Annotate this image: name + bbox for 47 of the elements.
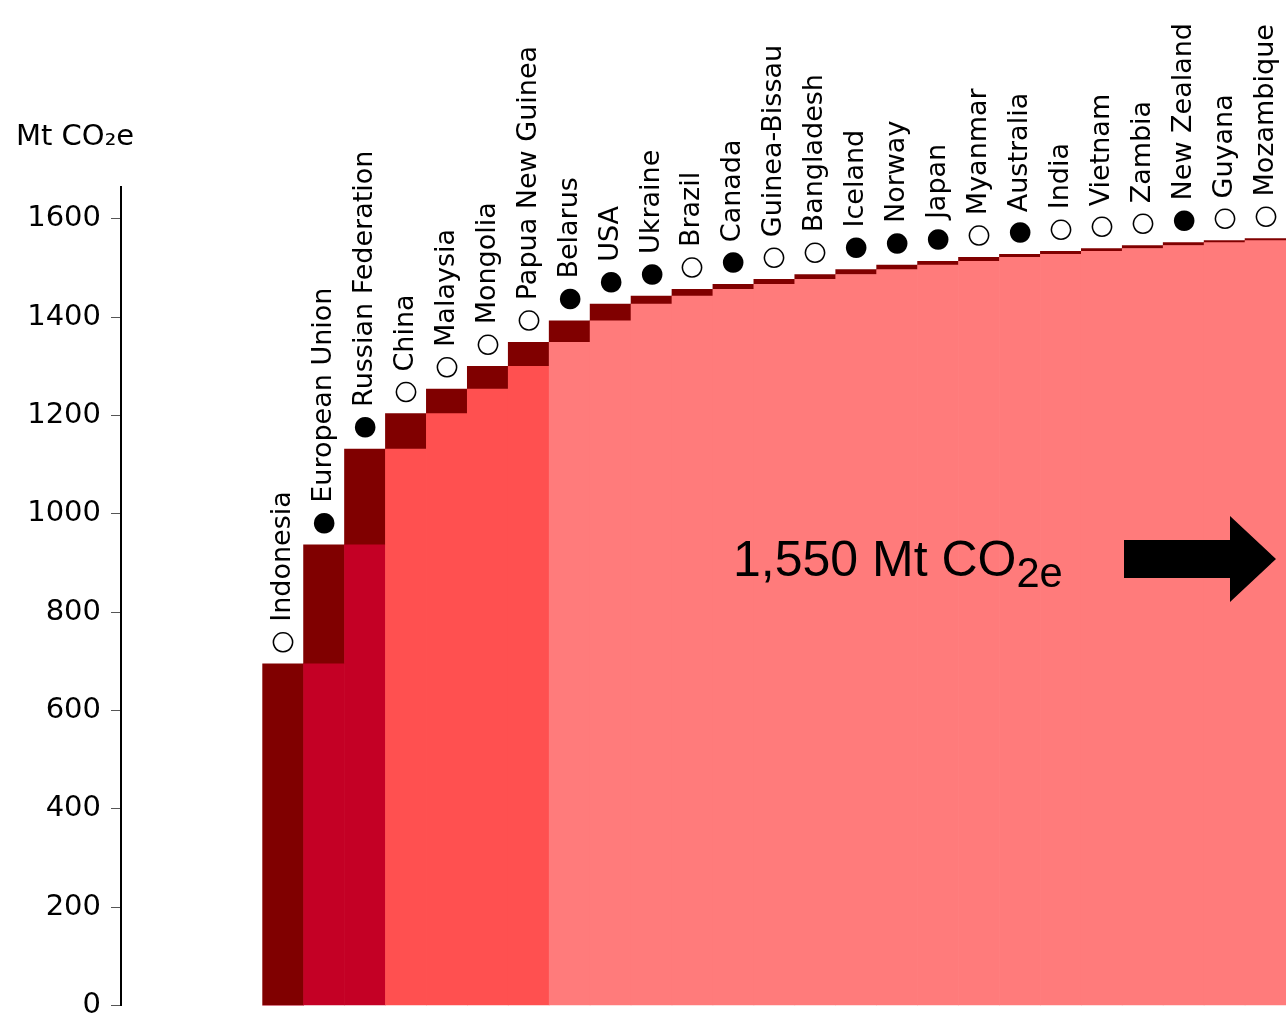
bar: [303, 544, 345, 665]
x-tick-label: ● Canada: [715, 139, 747, 275]
annotation: 1,550 Mt CO$_{2e}$: [733, 530, 1063, 597]
y-tick-label: 1400: [27, 297, 101, 332]
bar: [466, 366, 509, 390]
bar: [589, 303, 632, 322]
x-tick-label: ● Belarus: [551, 177, 583, 311]
y-tick-label: 600: [45, 691, 101, 726]
bar: [385, 413, 427, 450]
x-tick-label: ○ Indonesia: [265, 491, 297, 654]
y-tick-label: 400: [45, 789, 101, 824]
y-axis-title: Mt CO₂e: [16, 118, 135, 152]
bar: [671, 288, 714, 297]
y-tick-label: 1200: [27, 396, 101, 431]
x-tick-label: ○ Bangladesh: [797, 74, 829, 265]
x-tick-label: ○ India: [1042, 143, 1074, 242]
y-tick-label: 800: [45, 592, 101, 627]
x-tick-label: ○ Mongolia: [469, 202, 501, 357]
x-tick-label: ● Japan: [920, 143, 952, 252]
y-tick-label: 1600: [27, 199, 101, 234]
x-tick-label: ● European Union: [306, 287, 338, 535]
bar: [426, 388, 468, 414]
bar: [548, 320, 591, 343]
bar: [344, 448, 386, 546]
x-tick-label: ○ China: [387, 294, 419, 404]
x-tick-label: ○ Guyana: [1206, 94, 1238, 231]
bar: [262, 663, 304, 1006]
x-tick-label: ○ Brazil: [674, 171, 706, 280]
x-tick-label: ● Ukraine: [633, 149, 665, 287]
x-tick-label: ● Iceland: [838, 129, 870, 260]
x-tick-label: ○ Papua New Guinea: [510, 45, 542, 333]
x-tick-label: ● New Zealand: [1165, 22, 1197, 233]
x-tick-label: ● Russian Federation: [346, 150, 378, 440]
y-tick-label: 200: [45, 887, 101, 922]
x-tick-label: ○ Mozambique: [1247, 24, 1279, 229]
x-tick-label: ○ Guinea-Bissau: [756, 44, 788, 270]
bar: [507, 342, 550, 367]
x-tick-label: ● Norway: [879, 120, 911, 256]
x-tick-label: ● USA: [592, 205, 624, 295]
y-tick-label: 1000: [27, 494, 101, 529]
x-tick-label: ○ Vietnam: [1083, 93, 1115, 239]
x-tick-label: ○ Zambia: [1124, 100, 1156, 236]
y-tick-label: 0: [82, 986, 101, 1021]
x-tick-label: ○ Myanmar: [961, 87, 993, 248]
bar: [630, 295, 673, 305]
x-tick-label: ● Australia: [1001, 92, 1033, 245]
x-tick-label: ○ Malaysia: [428, 228, 460, 380]
